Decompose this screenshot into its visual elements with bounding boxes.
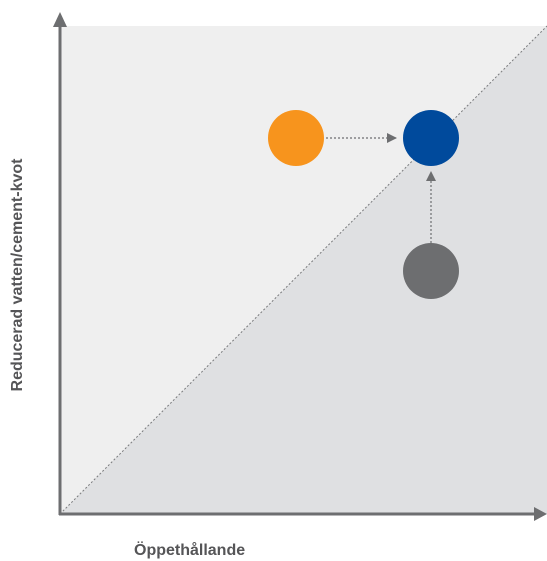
- y-axis-label: Reducerad vatten/cement-kvot: [9, 158, 26, 392]
- y-axis-arrow-icon: [53, 12, 67, 27]
- diagonal-line: [59, 25, 547, 515]
- blue-circle: [403, 110, 459, 166]
- x-axis-arrow-icon: [534, 507, 547, 521]
- x-axis-label: Öppethållande: [134, 542, 246, 559]
- grey-circle: [403, 243, 459, 299]
- orange-circle: [268, 110, 324, 166]
